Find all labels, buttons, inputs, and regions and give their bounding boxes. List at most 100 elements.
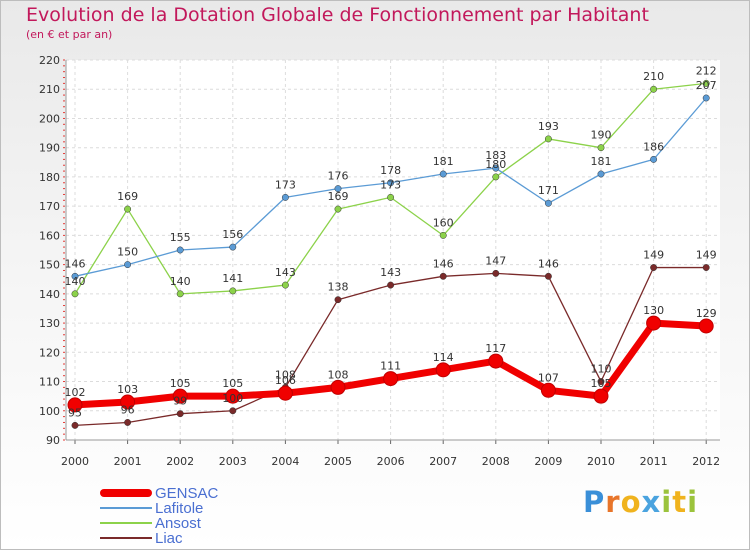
data-label: 155: [170, 231, 191, 244]
data-point: [176, 410, 184, 418]
data-point: [387, 281, 395, 289]
data-label: 169: [117, 190, 138, 203]
data-point: [435, 362, 451, 378]
data-point: [71, 290, 79, 298]
data-point: [439, 170, 447, 178]
data-label: 156: [222, 228, 243, 241]
axes: 9010011012013014015016017018019020021022…: [39, 54, 720, 468]
y-tick-label: 170: [39, 200, 60, 213]
x-tick-label: 2004: [271, 455, 299, 468]
data-point: [124, 419, 132, 426]
data-label: 150: [117, 246, 138, 259]
y-tick-label: 180: [39, 171, 60, 184]
data-label: 146: [65, 257, 86, 270]
data-point: [597, 378, 605, 385]
data-point: [229, 407, 237, 415]
data-point: [120, 394, 136, 410]
data-label: 171: [538, 184, 559, 197]
data-label: 140: [65, 275, 86, 288]
series-lines: [67, 79, 714, 429]
data-point: [544, 135, 552, 143]
data-label: 99: [173, 395, 187, 408]
data-point: [172, 388, 188, 404]
x-tick-label: 2001: [114, 455, 142, 468]
legend-label: GENSAC: [155, 485, 219, 502]
data-label: 181: [433, 155, 454, 168]
data-label: 180: [485, 158, 506, 171]
data-point: [597, 144, 605, 152]
logo-letter: t: [672, 485, 688, 519]
data-point: [176, 246, 184, 254]
legend-swatch: [100, 489, 152, 497]
data-label: 100: [222, 392, 243, 405]
legend-label: Lafitole: [155, 500, 204, 517]
data-label: 129: [696, 307, 717, 320]
data-point: [387, 193, 395, 201]
data-label: 186: [643, 140, 664, 153]
data-label: 190: [591, 129, 612, 142]
data-label: 146: [538, 257, 559, 270]
data-point: [330, 379, 346, 395]
logo-letter: i: [687, 485, 699, 519]
chart-subtitle: (en € et par an): [26, 28, 113, 41]
y-tick-label: 90: [46, 434, 60, 447]
data-point: [225, 388, 241, 404]
y-tick-label: 110: [39, 376, 60, 389]
logo-letter: i: [661, 485, 673, 519]
data-point: [702, 79, 710, 87]
data-label: 130: [643, 304, 664, 317]
data-label: 102: [65, 386, 86, 399]
logo-letter: o: [620, 485, 642, 519]
legend-swatch: [100, 507, 152, 509]
y-tick-label: 150: [39, 259, 60, 272]
data-label: 173: [380, 178, 401, 191]
data-label: 108: [275, 368, 296, 381]
data-label: 141: [222, 272, 243, 285]
legend-label: Liac: [155, 530, 183, 547]
data-point: [702, 94, 710, 102]
legend-label: Ansost: [155, 515, 201, 532]
x-tick-label: 2007: [429, 455, 457, 468]
data-label: 149: [696, 249, 717, 262]
data-point: [650, 85, 658, 93]
data-point: [540, 382, 556, 398]
y-tick-label: 130: [39, 317, 60, 330]
data-label: 178: [380, 164, 401, 177]
data-point: [281, 281, 289, 289]
data-point: [387, 179, 395, 187]
data-label: 147: [485, 254, 506, 267]
data-label: 96: [121, 403, 135, 416]
y-tick-label: 210: [39, 83, 60, 96]
data-point: [124, 261, 132, 269]
data-point: [439, 231, 447, 239]
y-tick-label: 120: [39, 346, 60, 359]
data-point: [702, 264, 710, 271]
x-tick-label: 2005: [324, 455, 352, 468]
data-point: [492, 173, 500, 181]
data-label: 110: [591, 363, 612, 376]
y-tick-label: 140: [39, 288, 60, 301]
data-label: 149: [643, 249, 664, 262]
y-tick-label: 220: [39, 54, 60, 67]
data-point: [229, 243, 237, 251]
x-tick-label: 2006: [377, 455, 405, 468]
logo-letter: P: [583, 485, 606, 519]
x-tick-label: 2000: [61, 455, 89, 468]
data-label: 138: [328, 281, 349, 294]
logo-letter: r: [605, 485, 621, 519]
y-tick-label: 200: [39, 112, 60, 125]
data-label: 143: [380, 266, 401, 279]
data-label: 181: [591, 155, 612, 168]
data-point: [124, 205, 132, 213]
data-label: 140: [170, 275, 191, 288]
data-point: [698, 318, 714, 334]
data-label: 105: [591, 377, 612, 390]
data-label: 114: [433, 351, 454, 364]
data-label: 143: [275, 266, 296, 279]
data-label: 107: [538, 371, 559, 384]
data-point: [544, 272, 552, 280]
data-label: 176: [328, 170, 349, 183]
data-point: [277, 385, 293, 401]
data-label: 183: [485, 149, 506, 162]
